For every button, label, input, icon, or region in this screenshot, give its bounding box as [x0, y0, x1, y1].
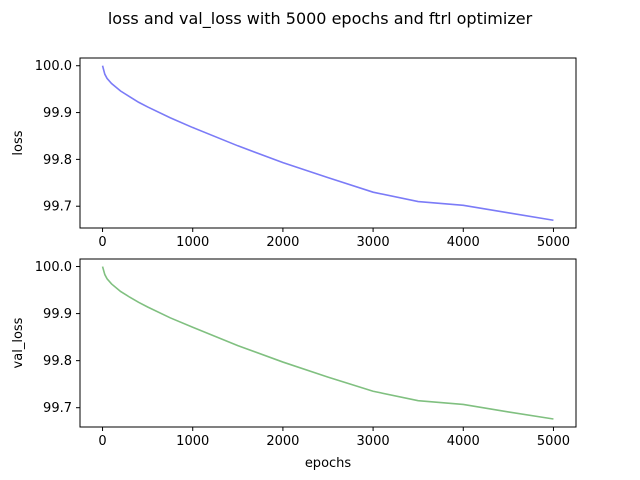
chart0-y-tick-label: 99.8 — [43, 153, 72, 168]
chart1-y-tick-label: 99.8 — [43, 354, 72, 369]
val-loss-subplot: 0 1000 2000 3000 4000 5000 99.7 99.8 99.9 100.0 va… — [11, 258, 577, 471]
chart0-axes-frame — [79, 57, 577, 229]
chart1-y-tick-label: 100.0 — [35, 260, 72, 275]
chart1-x-tick-label: 4000 — [447, 434, 480, 449]
chart1-x-tick-label: 2000 — [266, 434, 299, 449]
chart0-y-tick-label: 99.7 — [43, 200, 72, 215]
chart1-y-tick-label: 99.9 — [43, 307, 72, 322]
chart1-axes-frame — [79, 258, 577, 428]
chart0-x-tick-label: 3000 — [357, 235, 390, 250]
chart1-x-tick-label: 1000 — [176, 434, 209, 449]
chart1-y-tick-label: 99.7 — [43, 401, 72, 416]
chart1-x-tick-label: 0 — [98, 434, 106, 449]
chart1-x-tick-label: 5000 — [537, 434, 570, 449]
chart0-x-tick-label: 4000 — [447, 235, 480, 250]
figure-title: loss and val_loss with 5000 epochs and f… — [108, 9, 533, 29]
chart0-x-tick-label: 2000 — [266, 235, 299, 250]
chart0-series-line-0 — [101, 65, 554, 222]
chart0-y-axis-label: loss — [11, 130, 26, 155]
chart0-y-tick-label: 100.0 — [35, 59, 72, 74]
chart1-series-line-0 — [101, 266, 554, 420]
chart0-x-tick-label: 1000 — [176, 235, 209, 250]
chart1-y-axis-label: val_loss — [11, 317, 26, 368]
loss-subplot: 0 1000 2000 3000 4000 5000 99.7 99.8 99.9 100.0 lo… — [11, 57, 577, 250]
chart0-x-tick-label: 0 — [98, 235, 106, 250]
chart1-x-tick-label: 3000 — [357, 434, 390, 449]
chart0-y-tick-label: 99.9 — [43, 106, 72, 121]
chart1-x-axis-label: epochs — [305, 456, 352, 471]
chart0-x-tick-label: 5000 — [537, 235, 570, 250]
